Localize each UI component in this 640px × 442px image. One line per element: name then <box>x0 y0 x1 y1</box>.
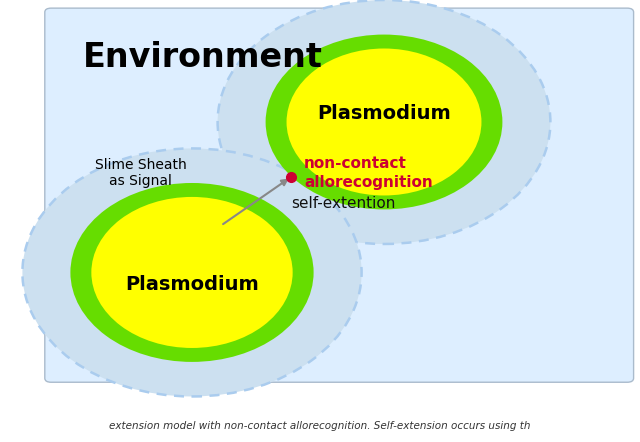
Text: Slime Sheath
as Signal: Slime Sheath as Signal <box>95 158 187 188</box>
Ellipse shape <box>285 47 483 197</box>
Text: Plasmodium: Plasmodium <box>317 104 451 123</box>
Ellipse shape <box>22 149 362 396</box>
Ellipse shape <box>70 183 314 362</box>
Ellipse shape <box>218 0 550 244</box>
Text: non-contact
allorecognition: non-contact allorecognition <box>304 156 433 190</box>
Ellipse shape <box>266 34 502 210</box>
FancyBboxPatch shape <box>45 8 634 382</box>
Text: self-extention: self-extention <box>291 196 396 211</box>
Text: Environment: Environment <box>83 41 323 74</box>
Text: Plasmodium: Plasmodium <box>125 275 259 294</box>
Text: extension model with non-contact allorecognition. Self-extension occurs using th: extension model with non-contact allorec… <box>109 421 531 431</box>
Ellipse shape <box>90 195 294 350</box>
